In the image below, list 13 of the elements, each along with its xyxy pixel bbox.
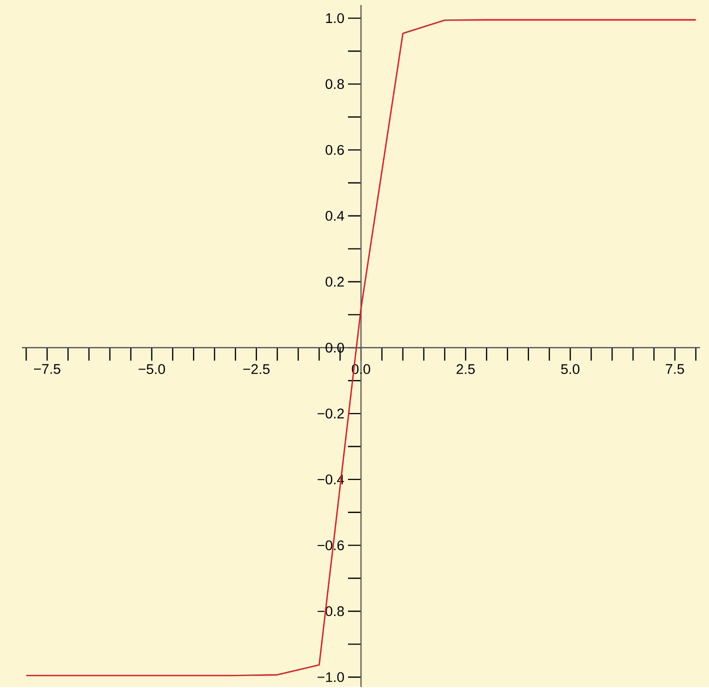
y-tick-label: 0.8: [326, 79, 344, 90]
y-tick-label: 0.2: [326, 277, 344, 287]
y-tick-label: −0.2: [318, 408, 344, 419]
y-tick-label: 0.4: [326, 211, 344, 221]
x-tick-label: −2.5: [243, 364, 270, 374]
y-tick-label: −1.0: [318, 672, 344, 682]
x-tick-label: −7.5: [34, 364, 60, 374]
x-tick-label: 2.5: [456, 364, 475, 374]
x-tick-label: 5.0: [561, 364, 580, 374]
x-tick-label: −5.0: [138, 364, 165, 374]
y-tick-label: 0.6: [326, 145, 344, 156]
y-tick-label: 1.0: [326, 13, 344, 24]
x-tick-label: 7.5: [666, 364, 684, 374]
